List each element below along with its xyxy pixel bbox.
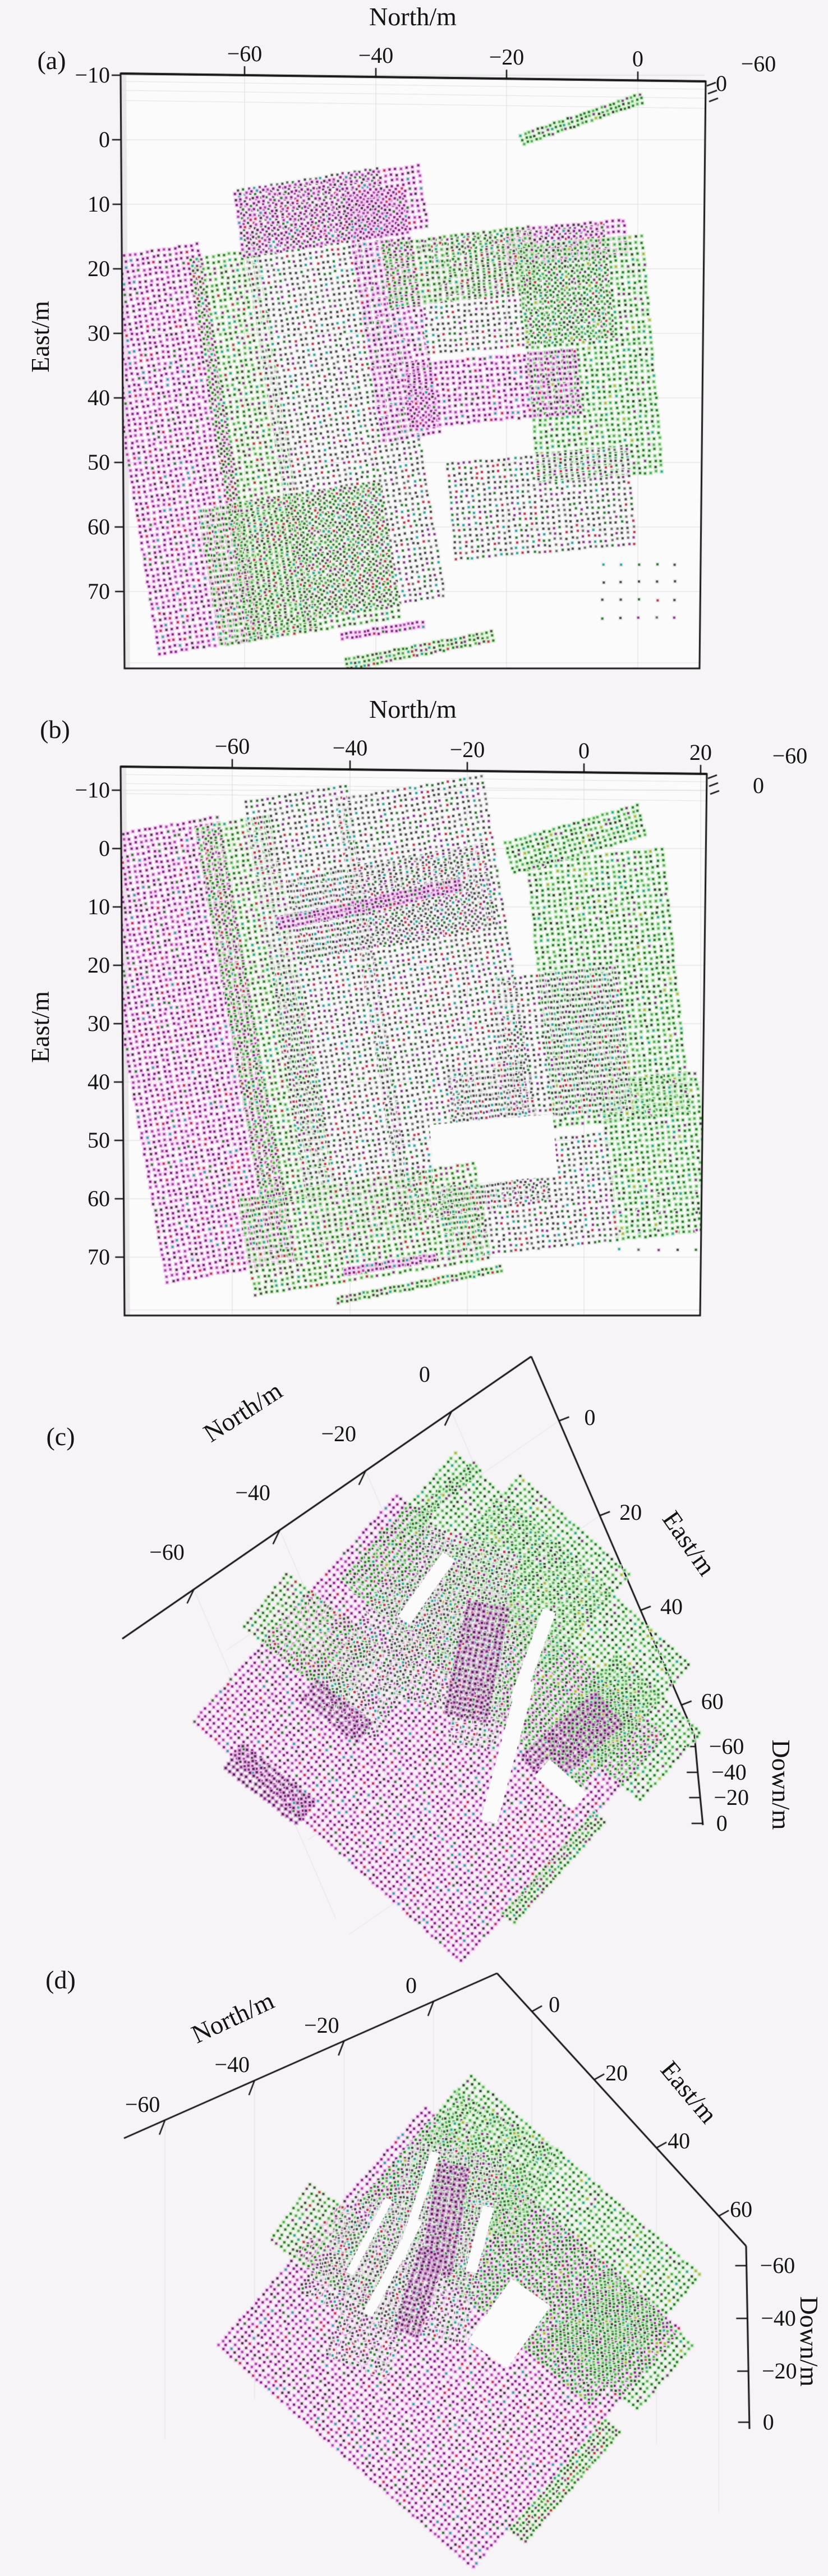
panel-a-down-tick-1: 0	[716, 71, 727, 96]
panel-d-east-tick-0: 0	[549, 1992, 560, 2018]
panel-d-down-tick-1: −40	[761, 2305, 796, 2331]
panel-d-down-tick-0: −60	[760, 2253, 795, 2278]
panel-c-down-tick-2: −20	[714, 1785, 749, 1810]
panel-a-east-tick-2: 10	[88, 191, 110, 217]
panel-b-east-tick-5: 40	[88, 1069, 110, 1094]
panel-c-north-axis-title: North/m	[198, 1376, 287, 1448]
panel-c-north-tick-2: −40	[235, 1480, 270, 1506]
panel-b-east-tick-6: 50	[88, 1127, 110, 1153]
panel-b-down-tick-1: 0	[753, 773, 764, 798]
panel-a-down-tick-0: −60	[740, 51, 776, 76]
panel-b-north-tick-2: −20	[449, 736, 485, 762]
panel-a-north-tick-3: 0	[632, 46, 643, 72]
panel-b-north-tick-1: −40	[332, 735, 368, 761]
panel-a-east-tick-5: 40	[88, 385, 110, 410]
panel-a-east-tick-4: 30	[88, 320, 110, 346]
panel-b-east-tick-4: 30	[88, 1011, 110, 1036]
panel-d-north-tick-0: 0	[405, 1972, 417, 1998]
panel-d-east-tick-1: 20	[605, 2060, 628, 2085]
panel-a-north-tick-0: −60	[227, 40, 263, 66]
panel-b-east-tick-1: 0	[99, 836, 110, 861]
panel-c-north-tick-3: −60	[149, 1539, 185, 1565]
panel-c-down-tick-1: −40	[711, 1759, 747, 1785]
panel-a-north-tick-2: −20	[489, 44, 525, 70]
panel-b-east-tick-7: 60	[88, 1186, 110, 1211]
panel-c-down-tick-3: 0	[716, 1810, 728, 1836]
panel-a-north-axis-title: North/m	[369, 2, 457, 31]
panel-a-east-tick-0: −10	[75, 62, 110, 88]
panel-c-east-tick-0: 0	[584, 1404, 596, 1430]
panel-b-east-axis-title: East/m	[26, 991, 54, 1063]
panel-b-label: (b)	[40, 715, 70, 744]
panel-a-label: (a)	[37, 46, 66, 75]
panel-d-north-axis-title: North/m	[187, 1986, 279, 2049]
panel-c-label: (c)	[46, 1422, 75, 1451]
panel-d-east-tick-2: 40	[668, 2128, 691, 2154]
panel-d-east-tick-3: 60	[730, 2196, 753, 2222]
panel-c-down-axis-title: Down/m	[767, 1739, 795, 1830]
panel-b-east-tick-3: 20	[88, 952, 110, 978]
panel-a-east-tick-7: 60	[88, 514, 110, 539]
panel-d-north-tick-3: −60	[125, 2091, 160, 2117]
panel-a-east-axis-title: East/m	[26, 301, 54, 373]
panel-d-north-tick-2: −40	[214, 2052, 250, 2078]
panel-d-east-axis-title: East/m	[655, 2055, 723, 2129]
panel-a-east-tick-6: 50	[88, 450, 110, 475]
panel-a-east-tick-8: 70	[88, 579, 110, 604]
panel-d-north-tick-1: −20	[304, 2012, 339, 2038]
panel-b-north-tick-4: 20	[689, 739, 712, 765]
panel-d-label: (d)	[45, 1965, 76, 1994]
panel-b-north-tick-3: 0	[578, 738, 590, 764]
panel-a-east-tick-3: 20	[88, 256, 110, 281]
panel-d-down-tick-2: −20	[762, 2358, 797, 2384]
panel-b-north-tick-0: −60	[214, 734, 250, 759]
panel-b-east-tick-2: 10	[88, 894, 110, 919]
panel-c-east-tick-1: 20	[619, 1499, 642, 1525]
panel-a-north-tick-1: −40	[358, 43, 394, 68]
panel-c-east-tick-3: 60	[701, 1689, 724, 1714]
panel-c-north-tick-0: 0	[418, 1362, 430, 1387]
panel-c-down-tick-0: −60	[709, 1734, 744, 1759]
panel-c-east-tick-2: 40	[660, 1594, 683, 1620]
panel-b-east-tick-0: −10	[75, 777, 110, 803]
panel-b-north-axis-title: North/m	[369, 695, 457, 723]
panel-d-down-axis-title: Down/m	[795, 2296, 824, 2387]
panel-d-down-tick-3: 0	[762, 2409, 774, 2435]
panel-c-east-axis-title: East/m	[656, 1505, 721, 1581]
panel-b-down-tick-0: −60	[772, 743, 808, 768]
panel-c-north-tick-1: −20	[321, 1420, 357, 1446]
panel-a-east-tick-1: 0	[99, 127, 110, 152]
panel-b-east-tick-8: 70	[88, 1244, 110, 1269]
